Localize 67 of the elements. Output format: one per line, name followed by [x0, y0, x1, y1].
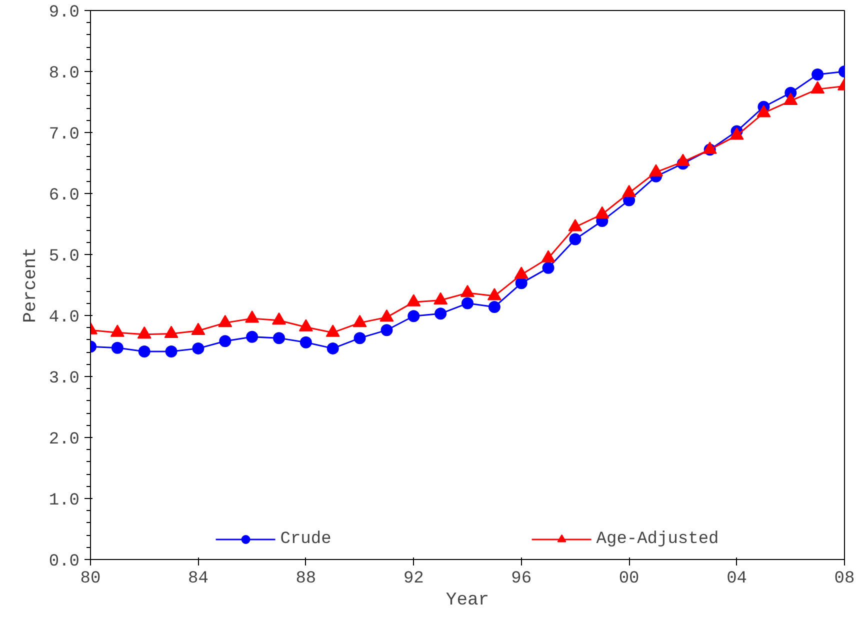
point [219, 335, 232, 348]
y-tick-label: 5.0 [48, 248, 80, 266]
point [541, 250, 556, 262]
point [380, 309, 394, 322]
point [380, 324, 393, 336]
point [462, 297, 474, 310]
legend-label: Crude [280, 530, 332, 548]
point [515, 277, 528, 290]
point [460, 284, 474, 298]
point [406, 294, 421, 306]
point [568, 219, 582, 232]
x-tick-label: 88 [296, 570, 316, 588]
point [514, 266, 528, 279]
point [676, 154, 690, 166]
point [730, 128, 744, 140]
y-tick-label: 7.0 [48, 126, 80, 144]
x-tick-label: 00 [618, 570, 640, 588]
point [137, 326, 152, 339]
point [272, 312, 286, 325]
point [354, 332, 366, 344]
point [784, 92, 798, 106]
x-axis-title: Year [446, 590, 490, 610]
point [164, 326, 178, 338]
point [622, 184, 636, 198]
point [434, 292, 448, 305]
point [542, 262, 554, 274]
point [434, 308, 447, 320]
y-tick-label: 8.0 [48, 64, 80, 84]
point [326, 342, 339, 354]
point [352, 314, 367, 328]
y-tick-label: 9.0 [48, 4, 80, 22]
point [165, 346, 178, 358]
x-tick-label: 92 [403, 570, 424, 588]
point [245, 310, 260, 323]
point [191, 322, 206, 336]
y-tick-label: 4.0 [48, 308, 80, 328]
legend-label: Age-Adjusted [596, 530, 719, 548]
y-tick-label: 2.0 [48, 430, 80, 450]
point [595, 206, 610, 218]
y-axis-title: Percent [20, 247, 41, 323]
x-tick-label: 80 [80, 570, 101, 588]
point [326, 324, 340, 337]
point [756, 104, 771, 118]
point [218, 314, 232, 328]
y-tick-label: 0.0 [48, 552, 80, 572]
point [488, 300, 500, 313]
point [649, 164, 663, 176]
point [192, 342, 204, 354]
x-tick-label: 08 [834, 570, 855, 588]
point [810, 81, 825, 94]
point [111, 342, 124, 354]
point [298, 319, 313, 332]
x-tick-label: 96 [511, 570, 532, 588]
y-tick-label: 3.0 [48, 370, 80, 388]
x-tick-label: 04 [726, 570, 747, 588]
point [110, 324, 124, 337]
point [487, 288, 502, 300]
point [569, 233, 582, 246]
x-tick-label: 84 [188, 570, 208, 588]
point [273, 332, 285, 344]
point [300, 336, 312, 348]
point [138, 346, 150, 358]
y-tick-label: 6.0 [48, 186, 80, 206]
point [246, 330, 258, 343]
y-tick-label: 1.0 [48, 492, 80, 510]
point [812, 68, 824, 81]
point [408, 310, 420, 322]
